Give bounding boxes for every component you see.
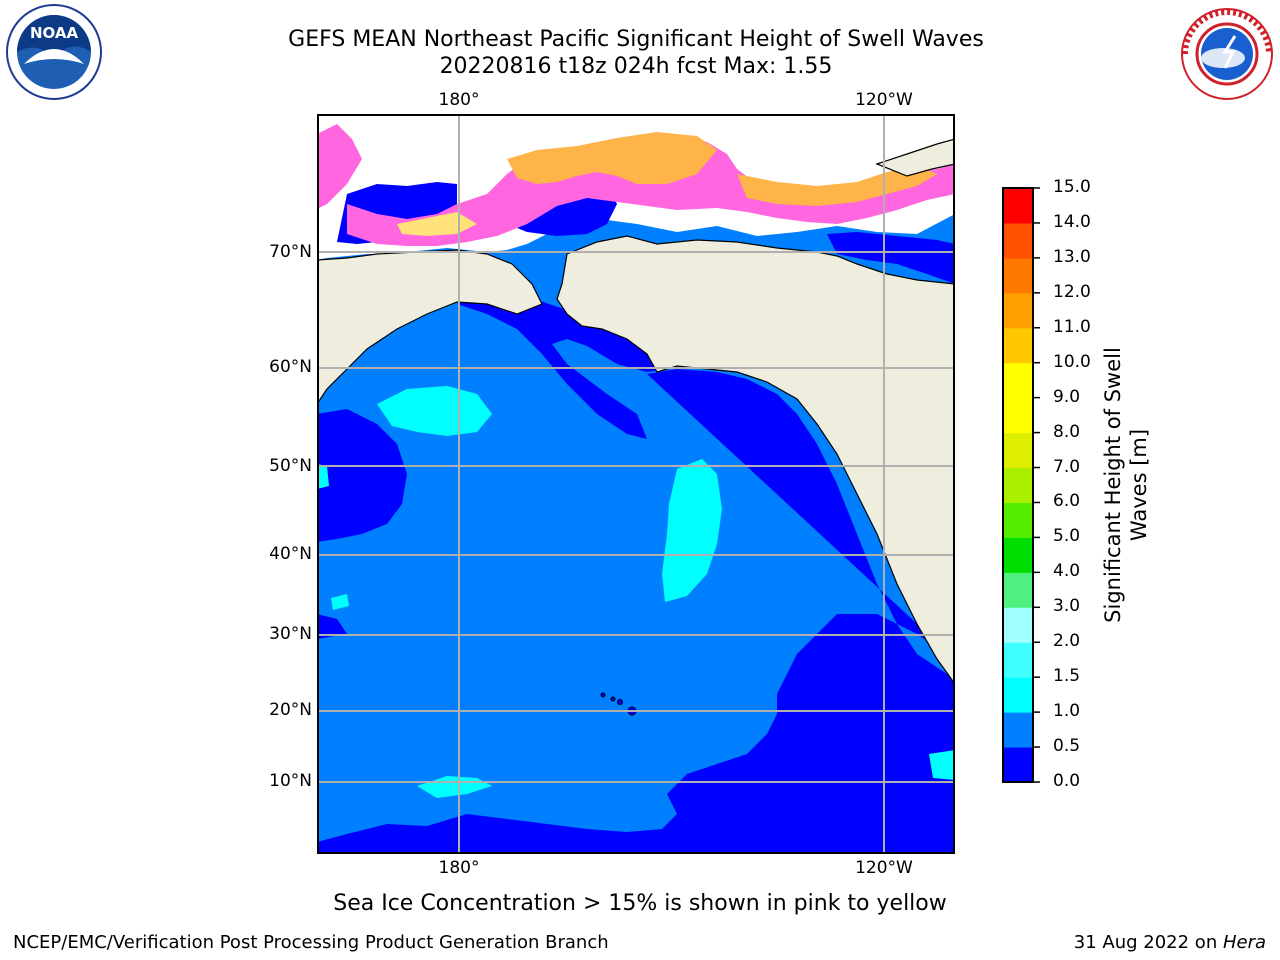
colorbar-segment bbox=[1003, 327, 1033, 364]
colorbar-segment bbox=[1003, 642, 1033, 678]
colorbar-title-line1: Significant Height of Swell bbox=[1101, 347, 1125, 623]
lat-label-20n: 20°N bbox=[269, 700, 312, 720]
gridlines bbox=[317, 114, 955, 854]
bottom-lon-label-180: 180° bbox=[438, 858, 480, 878]
colorbar-tick-label: 13.0 bbox=[1053, 246, 1091, 267]
run-date: 31 Aug 2022 on Hera bbox=[1074, 932, 1266, 953]
chart-subtitle: 20220816 t18z 024h fcst Max: 1.55 bbox=[439, 54, 833, 79]
colorbar-segment bbox=[1003, 362, 1033, 399]
colorbar-title-line2: Waves [m] bbox=[1127, 428, 1151, 542]
colorbar-tick-label: 10.0 bbox=[1053, 351, 1091, 372]
map-frame bbox=[317, 114, 955, 854]
chart-title: GEFS MEAN Northeast Pacific Significant … bbox=[288, 27, 984, 52]
colorbar-segment bbox=[1003, 292, 1033, 329]
colorbar-title: Significant Height of Swell Waves [m] bbox=[1100, 285, 1160, 685]
colorbar-segment bbox=[1003, 712, 1033, 748]
colorbar-segment bbox=[1003, 677, 1033, 713]
colorbar-tick-label: 12.0 bbox=[1053, 281, 1091, 302]
run-date-text: 31 Aug 2022 on bbox=[1073, 932, 1223, 953]
colorbar-tick-label: 11.0 bbox=[1053, 316, 1091, 337]
colorbar-tick-label: 15.0 bbox=[1053, 177, 1091, 197]
lat-label-40n: 40°N bbox=[269, 544, 312, 564]
run-machine: Hera bbox=[1222, 932, 1266, 953]
sea-ice-note: Sea Ice Concentration > 15% is shown in … bbox=[333, 891, 947, 916]
lat-label-50n: 50°N bbox=[269, 456, 312, 476]
lat-label-70n: 70°N bbox=[269, 242, 312, 262]
colorbar-tick-label: 9.0 bbox=[1053, 386, 1081, 407]
nws-logo bbox=[1181, 8, 1273, 100]
credit-text: NCEP/EMC/Verification Post Processing Pr… bbox=[13, 932, 609, 953]
colorbar-tick-label: 1.0 bbox=[1053, 701, 1081, 722]
colorbar-tick-label: 1.5 bbox=[1053, 666, 1081, 687]
colorbar-segment bbox=[1003, 188, 1033, 224]
land bbox=[317, 138, 955, 686]
colorbar-tick-label: 6.0 bbox=[1053, 491, 1081, 512]
colorbar-tick-label: 5.0 bbox=[1053, 526, 1081, 547]
bottom-lon-label-120w: 120°W bbox=[855, 858, 913, 878]
colorbar-segment bbox=[1003, 257, 1033, 294]
colorbar-tick-label: 7.0 bbox=[1053, 456, 1081, 477]
colorbar-segment bbox=[1003, 607, 1033, 643]
noaa-logo: NOAA bbox=[6, 4, 102, 100]
colorbar-tick-label: 4.0 bbox=[1053, 561, 1081, 582]
colorbar-frame bbox=[1002, 187, 1034, 783]
lat-label-30n: 30°N bbox=[269, 624, 312, 644]
colorbar-tick-label: 14.0 bbox=[1053, 211, 1091, 232]
colorbar-tick-label: 2.0 bbox=[1053, 631, 1081, 652]
colorbar-tick-label: 8.0 bbox=[1053, 421, 1081, 442]
colorbar-segment bbox=[1003, 572, 1033, 608]
colorbar-segment bbox=[1003, 467, 1033, 503]
lat-label-60n: 60°N bbox=[269, 357, 312, 377]
colorbar-segment bbox=[1003, 747, 1033, 783]
colorbar-segment bbox=[1003, 222, 1033, 259]
sea-ice bbox=[317, 124, 955, 246]
colorbar-tick-label: 0.5 bbox=[1053, 736, 1081, 757]
lat-label-10n: 10°N bbox=[269, 771, 312, 791]
colorbar-segment bbox=[1003, 432, 1033, 469]
svg-text:NOAA: NOAA bbox=[30, 24, 79, 42]
colorbar-segment bbox=[1003, 537, 1033, 573]
colorbar-tick-label: 0.0 bbox=[1053, 771, 1081, 791]
top-lon-label-120w: 120°W bbox=[855, 90, 913, 110]
top-lon-label-180: 180° bbox=[438, 90, 480, 110]
colorbar-tick-label: 3.0 bbox=[1053, 596, 1081, 617]
colorbar-segment bbox=[1003, 502, 1033, 538]
colorbar bbox=[1002, 187, 1040, 783]
colorbar-segment bbox=[1003, 397, 1033, 434]
swell-height-map bbox=[317, 114, 955, 854]
